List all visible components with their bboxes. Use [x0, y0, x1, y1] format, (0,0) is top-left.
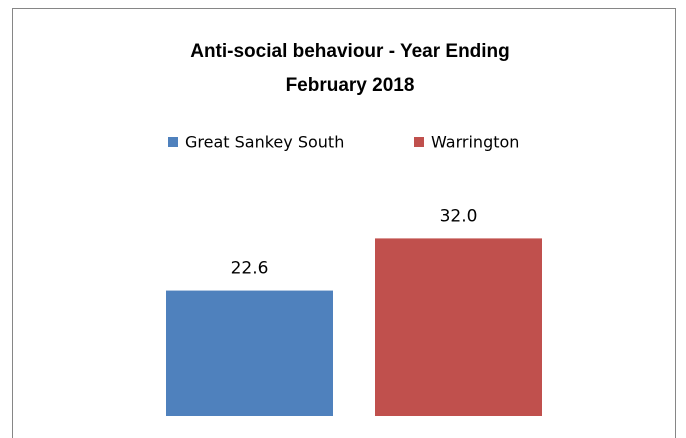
bar [375, 238, 542, 416]
chart-border [12, 8, 676, 438]
legend-label: Warrington [431, 133, 519, 152]
legend-swatch [414, 137, 424, 147]
legend-label: Great Sankey South [185, 133, 344, 152]
value-label: 32.0 [440, 206, 478, 226]
chart-title: Anti-social behaviour - Year Ending [190, 41, 510, 62]
chart-title: February 2018 [286, 75, 415, 96]
bar [166, 290, 333, 416]
legend-swatch [168, 137, 178, 147]
value-label: 22.6 [231, 259, 269, 279]
